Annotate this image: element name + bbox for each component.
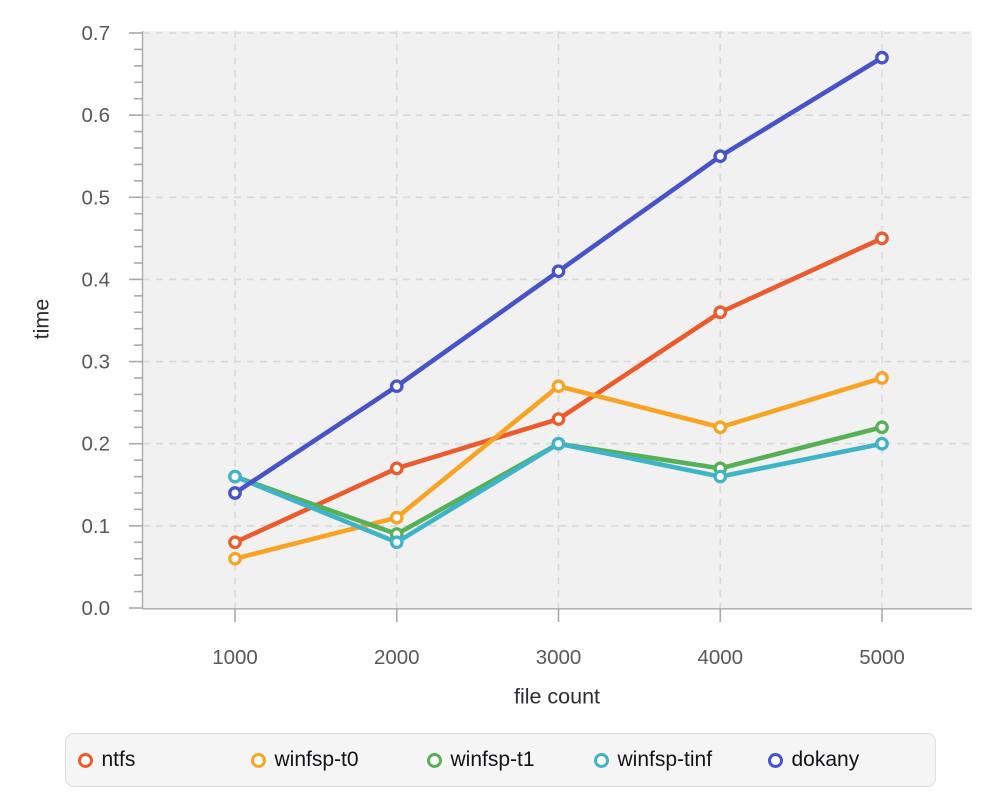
series-ntfs <box>228 231 889 550</box>
legend-label: winfsp-tinf <box>617 748 713 771</box>
series-dokany <box>228 50 889 500</box>
data-point-dokany <box>389 379 404 394</box>
y-tick-label: 0.5 <box>82 186 111 209</box>
y-tick-label: 0.3 <box>82 351 111 374</box>
y-tick-label: 0.6 <box>82 104 111 127</box>
y-tick-label: 0.1 <box>82 515 111 538</box>
y-tick-label: 0.0 <box>82 597 111 620</box>
data-point-dokany <box>551 264 566 279</box>
legend-item-winfsp-t0: winfsp-t0 <box>250 734 359 786</box>
data-point-winfsp-t0 <box>228 551 242 566</box>
x-tick-label: 1000 <box>212 646 258 669</box>
data-point-ntfs <box>551 412 566 426</box>
data-point-dokany <box>875 50 889 65</box>
legend-item-winfsp-tinf: winfsp-tinf <box>593 734 713 786</box>
series-winfsp-t0 <box>228 371 889 566</box>
x-tick-label: 3000 <box>536 646 582 669</box>
series-winfsp-tinf <box>228 436 889 550</box>
legend-label: winfsp-t0 <box>274 748 359 771</box>
data-point-winfsp-t0 <box>875 371 889 385</box>
x-tick-label: 2000 <box>374 646 420 669</box>
data-point-winfsp-tinf <box>389 535 404 550</box>
legend-item-winfsp-t1: winfsp-t1 <box>426 734 535 786</box>
legend-marker-icon <box>767 752 783 768</box>
legend-marker-icon <box>593 752 609 768</box>
x-tick-label: 4000 <box>697 646 743 669</box>
plot-area <box>143 31 972 608</box>
legend-item-dokany: dokany <box>767 734 860 786</box>
data-point-winfsp-tinf <box>713 469 728 484</box>
legend-label: dokany <box>791 748 860 771</box>
gridlines <box>143 31 972 608</box>
legend-item-ntfs: ntfs <box>77 734 136 786</box>
line-chart: 0.0 0.1 0.2 0.3 0.4 0.5 0.6 0.7 1000 2000 3000 4000… <box>82 22 972 669</box>
data-point-winfsp-t0 <box>389 510 404 525</box>
x-tick-label: 5000 <box>859 646 905 669</box>
y-tick-label: 0.7 <box>82 22 111 45</box>
x-axis-title: file count <box>513 684 601 709</box>
data-point-winfsp-tinf <box>228 469 242 484</box>
y-tick-label: 0.2 <box>82 433 111 456</box>
legend-label: winfsp-t1 <box>450 748 535 771</box>
x-ticks <box>234 609 883 622</box>
data-point-winfsp-t0 <box>713 420 728 435</box>
legend-marker-icon <box>250 752 266 768</box>
data-point-ntfs <box>228 535 242 550</box>
data-point-winfsp-tinf <box>875 436 889 451</box>
legend-marker-icon <box>426 752 442 768</box>
legend: ntfs winfsp-t0 winfsp-t1 winfsp-tinf dokany <box>65 733 936 787</box>
data-point-dokany <box>228 486 242 500</box>
y-ticks <box>129 32 143 609</box>
data-point-winfsp-t1 <box>875 420 889 435</box>
legend-marker-icon <box>77 752 93 768</box>
y-tick-label: 0.4 <box>82 268 111 291</box>
legend-label: ntfs <box>101 748 136 771</box>
y-axis-title: time <box>29 298 54 340</box>
data-point-ntfs <box>389 461 404 476</box>
data-point-ntfs <box>713 305 728 320</box>
data-point-dokany <box>713 149 728 164</box>
data-point-ntfs <box>875 231 889 246</box>
data-point-winfsp-t0 <box>551 379 566 394</box>
data-point-winfsp-tinf <box>551 436 566 451</box>
